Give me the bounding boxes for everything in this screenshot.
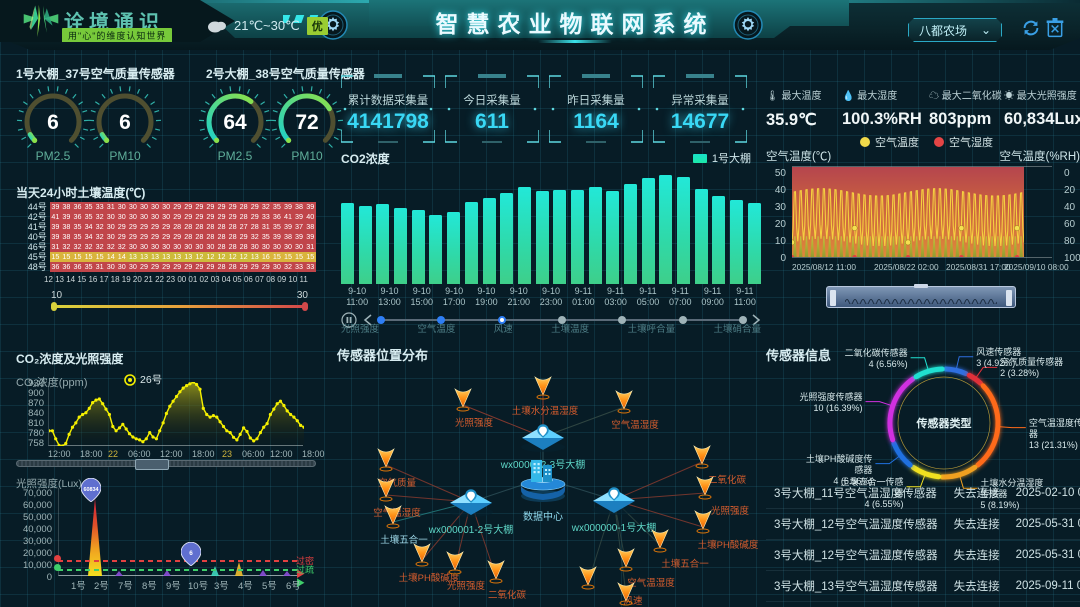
svg-text:60834: 60834 bbox=[83, 487, 98, 493]
svg-text:6: 6 bbox=[189, 550, 193, 557]
svg-text:传感器类型: 传感器类型 bbox=[916, 416, 972, 430]
